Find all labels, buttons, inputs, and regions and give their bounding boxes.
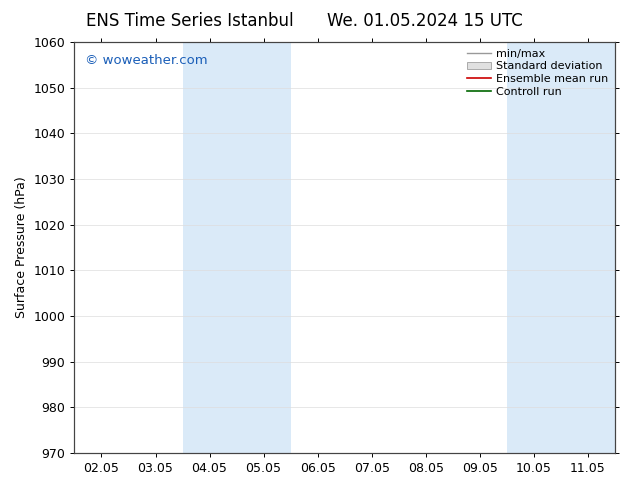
Bar (507, 42, 615, 453)
Bar (183, 42, 290, 453)
Text: We. 01.05.2024 15 UTC: We. 01.05.2024 15 UTC (327, 12, 522, 30)
Text: © woweather.com: © woweather.com (85, 54, 208, 68)
Text: ENS Time Series Istanbul: ENS Time Series Istanbul (86, 12, 294, 30)
Legend: min/max, Standard deviation, Ensemble mean run, Controll run: min/max, Standard deviation, Ensemble me… (463, 44, 612, 101)
Y-axis label: Surface Pressure (hPa): Surface Pressure (hPa) (15, 176, 28, 318)
